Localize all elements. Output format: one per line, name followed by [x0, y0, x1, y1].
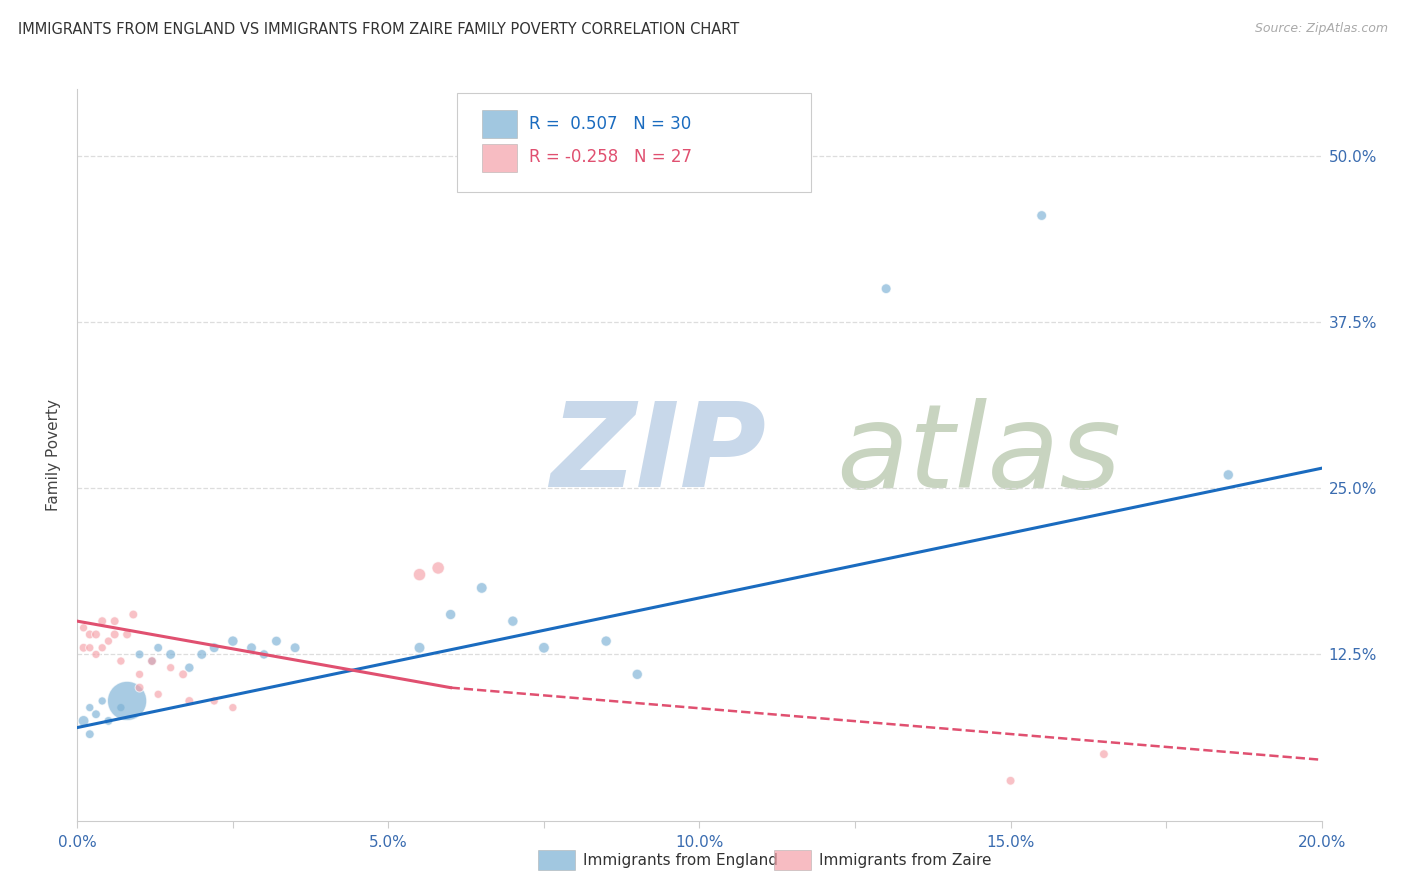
- Y-axis label: Family Poverty: Family Poverty: [46, 399, 62, 511]
- Point: [266, 634, 288, 648]
- Point: [91, 640, 114, 655]
- Bar: [482, 111, 516, 138]
- Text: atlas: atlas: [837, 398, 1122, 512]
- Point: [427, 561, 450, 575]
- Text: Immigrants from England: Immigrants from England: [582, 854, 778, 869]
- Point: [626, 667, 648, 681]
- Point: [408, 640, 430, 655]
- Point: [115, 694, 138, 708]
- Point: [72, 640, 94, 655]
- Bar: [482, 144, 516, 172]
- Point: [471, 581, 494, 595]
- Point: [502, 614, 524, 628]
- Point: [97, 714, 120, 728]
- Point: [128, 648, 150, 662]
- Point: [84, 648, 107, 662]
- Point: [179, 661, 201, 675]
- Text: R = -0.258   N = 27: R = -0.258 N = 27: [529, 148, 692, 166]
- Text: R =  0.507   N = 30: R = 0.507 N = 30: [529, 115, 692, 133]
- Point: [240, 640, 263, 655]
- Point: [84, 707, 107, 722]
- Point: [122, 607, 145, 622]
- Point: [191, 648, 214, 662]
- Point: [104, 627, 127, 641]
- Point: [148, 640, 170, 655]
- Point: [128, 681, 150, 695]
- Point: [91, 694, 114, 708]
- Point: [533, 640, 555, 655]
- Point: [202, 640, 225, 655]
- Point: [1218, 467, 1240, 482]
- Text: ZIP: ZIP: [550, 398, 766, 512]
- Point: [79, 700, 101, 714]
- Point: [128, 667, 150, 681]
- Point: [91, 614, 114, 628]
- Point: [408, 567, 430, 582]
- Point: [159, 648, 181, 662]
- FancyBboxPatch shape: [457, 93, 811, 192]
- Point: [141, 654, 163, 668]
- Point: [595, 634, 617, 648]
- Point: [72, 621, 94, 635]
- Bar: [537, 850, 575, 871]
- Point: [222, 634, 245, 648]
- Point: [79, 627, 101, 641]
- Point: [141, 654, 163, 668]
- Point: [97, 634, 120, 648]
- Point: [1000, 773, 1022, 788]
- Text: Source: ZipAtlas.com: Source: ZipAtlas.com: [1254, 22, 1388, 36]
- Point: [1031, 209, 1053, 223]
- Text: Immigrants from Zaire: Immigrants from Zaire: [818, 854, 991, 869]
- Bar: [775, 850, 811, 871]
- Point: [110, 654, 132, 668]
- Point: [159, 661, 181, 675]
- Point: [84, 627, 107, 641]
- Text: IMMIGRANTS FROM ENGLAND VS IMMIGRANTS FROM ZAIRE FAMILY POVERTY CORRELATION CHAR: IMMIGRANTS FROM ENGLAND VS IMMIGRANTS FR…: [18, 22, 740, 37]
- Point: [284, 640, 307, 655]
- Point: [148, 687, 170, 701]
- Point: [1092, 747, 1115, 761]
- Point: [115, 627, 138, 641]
- Point: [440, 607, 463, 622]
- Point: [104, 614, 127, 628]
- Point: [72, 714, 94, 728]
- Point: [202, 694, 225, 708]
- Point: [222, 700, 245, 714]
- Point: [79, 727, 101, 741]
- Point: [253, 648, 276, 662]
- Point: [172, 667, 194, 681]
- Point: [875, 282, 897, 296]
- Point: [110, 700, 132, 714]
- Point: [179, 694, 201, 708]
- Point: [79, 640, 101, 655]
